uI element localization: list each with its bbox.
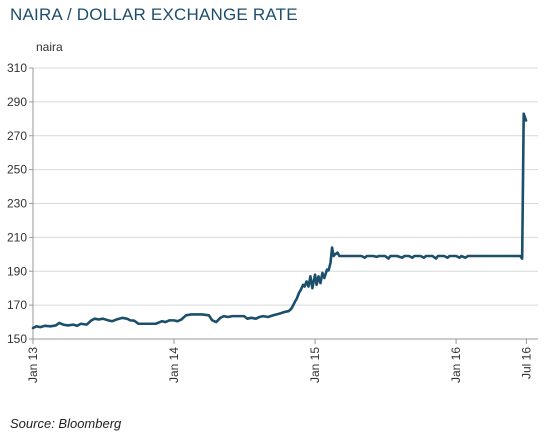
y-tick-label-270: 270	[7, 129, 27, 143]
y-tick-label-170: 170	[7, 298, 27, 312]
x-tick-label-2016-07-01: Jul 16	[519, 347, 533, 379]
y-tick-label-290: 290	[7, 95, 27, 109]
y-axis: 150 170 190 210 230 250 270 290 310	[7, 61, 34, 346]
grid-lines	[33, 67, 538, 340]
source-note: Source: Bloomberg	[10, 416, 122, 431]
y-tick-label-310: 310	[7, 61, 27, 75]
y-tick-label-210: 210	[7, 230, 27, 244]
x-tick-label-2013-01-01: Jan 13	[26, 347, 40, 383]
chart-title: NAIRA / DOLLAR EXCHANGE RATE	[10, 5, 298, 24]
series-layer	[31, 112, 528, 330]
x-tick-label-2014-01-01: Jan 14	[167, 347, 181, 383]
y-axis-unit-label: naira	[36, 40, 63, 54]
series-line-0	[31, 112, 528, 330]
y-tick-label-190: 190	[7, 264, 27, 278]
y-tick-label-150: 150	[7, 332, 27, 346]
y-tick-label-230: 230	[7, 197, 27, 211]
x-tick-label-2016-01-01: Jan 16	[449, 347, 463, 383]
x-axis: Jan 13 Jan 14 Jan 15 Jan 16 Jul 16	[26, 338, 538, 383]
y-tick-label-250: 250	[7, 163, 27, 177]
x-tick-label-2015-01-01: Jan 15	[308, 347, 322, 383]
